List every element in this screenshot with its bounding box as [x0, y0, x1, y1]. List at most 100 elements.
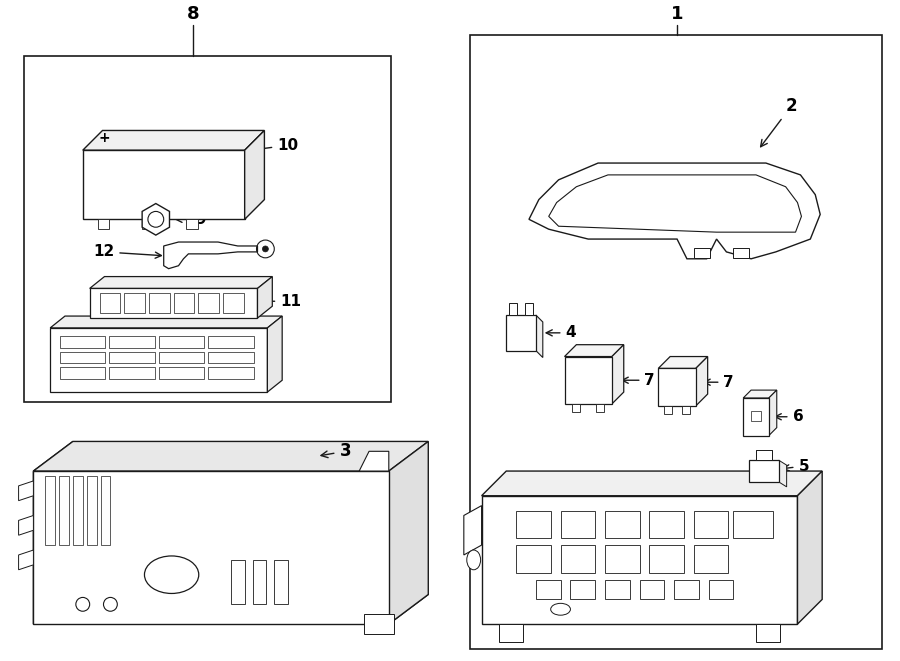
Text: 8: 8: [187, 5, 200, 23]
Bar: [45, 476, 55, 545]
Text: 4: 4: [546, 325, 576, 340]
Text: +: +: [99, 132, 111, 145]
Bar: [148, 293, 169, 313]
Polygon shape: [142, 204, 169, 235]
Text: 10: 10: [255, 137, 299, 153]
Bar: [605, 510, 640, 538]
Bar: [756, 624, 779, 642]
Bar: [507, 315, 536, 350]
Bar: [734, 510, 773, 538]
Bar: [508, 303, 517, 315]
Polygon shape: [797, 471, 823, 624]
Bar: [734, 248, 749, 258]
Polygon shape: [19, 481, 33, 500]
Bar: [274, 560, 288, 604]
Polygon shape: [482, 496, 797, 624]
Text: 9: 9: [176, 212, 206, 227]
Polygon shape: [19, 516, 33, 535]
Bar: [208, 336, 254, 348]
Bar: [198, 293, 219, 313]
Bar: [650, 510, 684, 538]
Bar: [749, 460, 778, 482]
Bar: [60, 368, 105, 379]
Bar: [525, 303, 533, 315]
Polygon shape: [658, 356, 707, 368]
Bar: [596, 404, 604, 412]
Bar: [640, 580, 664, 600]
Polygon shape: [267, 316, 283, 392]
Bar: [658, 368, 696, 406]
Bar: [230, 560, 245, 604]
Bar: [694, 248, 709, 258]
Bar: [73, 476, 83, 545]
Bar: [605, 580, 630, 600]
Bar: [470, 35, 882, 648]
Polygon shape: [83, 130, 265, 150]
Bar: [110, 336, 155, 348]
Bar: [86, 476, 96, 545]
Ellipse shape: [467, 550, 481, 570]
Polygon shape: [245, 130, 265, 219]
Polygon shape: [536, 315, 543, 358]
Bar: [516, 545, 551, 572]
Bar: [186, 219, 198, 229]
Polygon shape: [564, 344, 624, 356]
Ellipse shape: [551, 603, 571, 615]
Bar: [208, 368, 254, 379]
Bar: [59, 476, 69, 545]
Polygon shape: [33, 594, 428, 624]
Polygon shape: [33, 471, 389, 624]
Bar: [97, 219, 110, 229]
Text: 7: 7: [622, 373, 655, 388]
Polygon shape: [257, 276, 273, 318]
Polygon shape: [164, 242, 257, 268]
Polygon shape: [50, 316, 283, 328]
Bar: [682, 406, 690, 414]
Polygon shape: [33, 442, 73, 624]
Text: 11: 11: [256, 293, 302, 309]
Bar: [60, 352, 105, 364]
Bar: [571, 580, 595, 600]
Polygon shape: [482, 471, 823, 496]
Ellipse shape: [145, 556, 199, 594]
Bar: [23, 56, 391, 402]
Bar: [158, 336, 204, 348]
Bar: [208, 352, 254, 364]
Bar: [500, 624, 523, 642]
Text: 2: 2: [760, 97, 797, 147]
Text: 1: 1: [670, 5, 683, 23]
Bar: [50, 328, 267, 392]
Bar: [158, 368, 204, 379]
Polygon shape: [778, 460, 787, 487]
Bar: [100, 293, 121, 313]
Bar: [110, 368, 155, 379]
Text: 3: 3: [321, 442, 351, 460]
Polygon shape: [549, 175, 801, 232]
Polygon shape: [359, 451, 389, 471]
Bar: [561, 545, 595, 572]
Bar: [743, 398, 769, 436]
Bar: [60, 336, 105, 348]
Bar: [605, 545, 640, 572]
Bar: [124, 293, 145, 313]
Bar: [536, 580, 561, 600]
Bar: [752, 411, 761, 420]
Bar: [650, 545, 684, 572]
Bar: [674, 580, 698, 600]
Polygon shape: [696, 356, 707, 406]
Bar: [174, 293, 194, 313]
Polygon shape: [90, 276, 273, 288]
Bar: [364, 614, 393, 634]
Bar: [572, 404, 580, 412]
Bar: [708, 580, 734, 600]
Bar: [110, 352, 155, 364]
Bar: [694, 545, 728, 572]
Polygon shape: [19, 550, 33, 570]
Bar: [142, 219, 154, 229]
Bar: [564, 356, 612, 404]
Bar: [516, 510, 551, 538]
Bar: [756, 450, 772, 460]
Text: 7: 7: [704, 375, 734, 390]
Polygon shape: [769, 390, 777, 436]
Polygon shape: [33, 442, 428, 471]
